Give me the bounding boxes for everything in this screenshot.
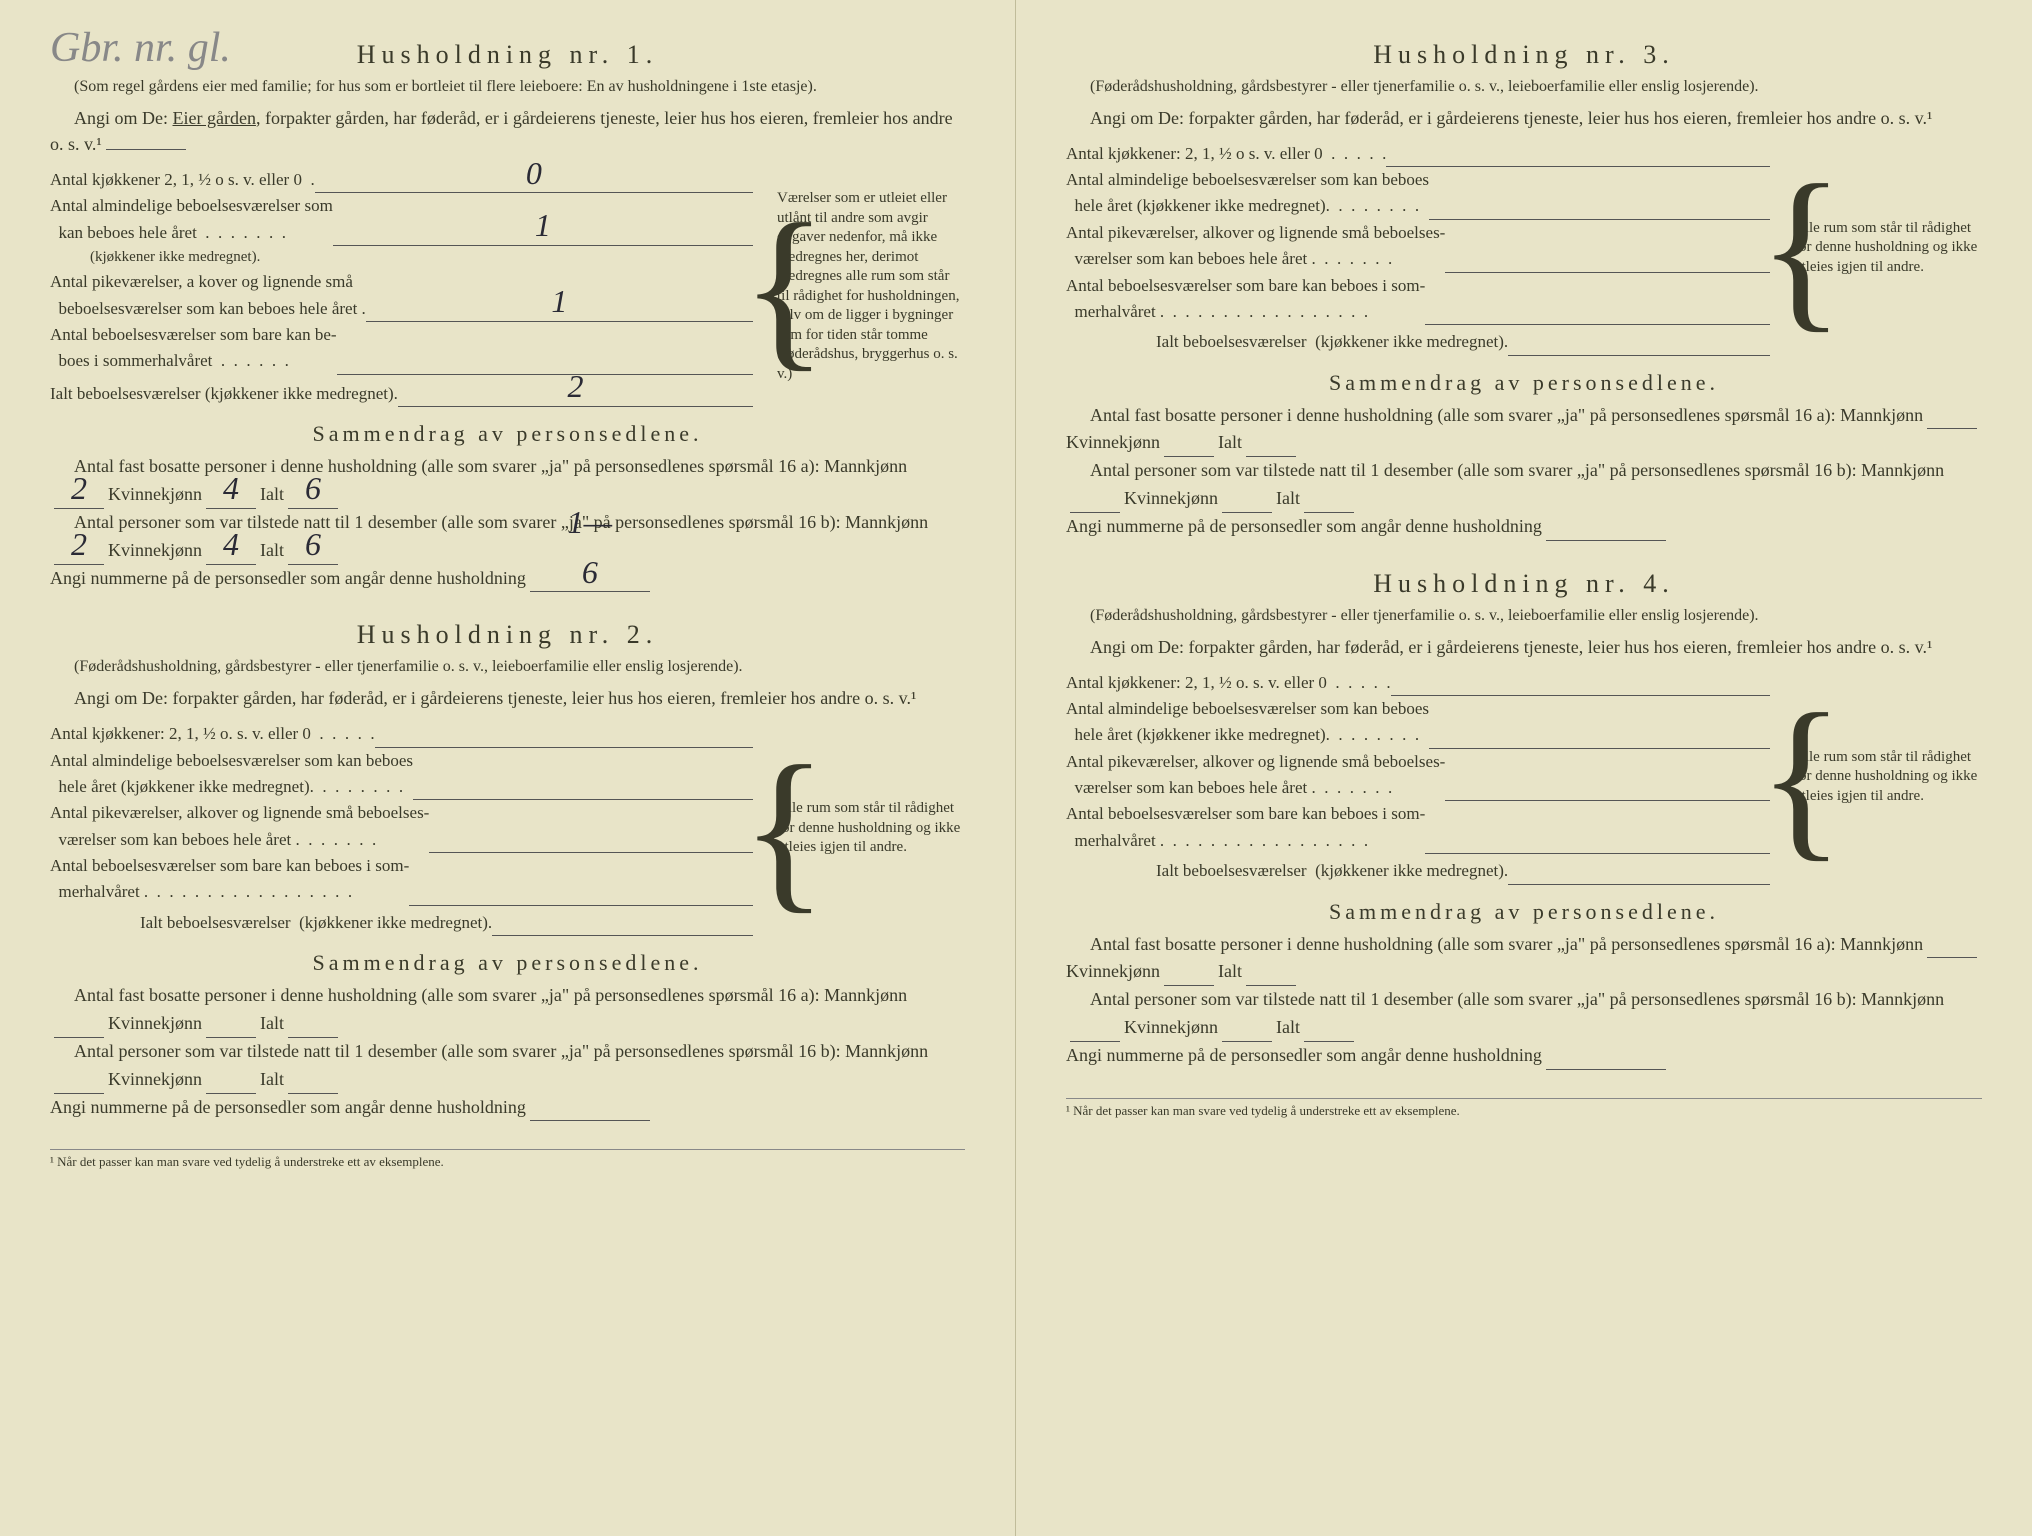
val-k2[interactable]: 4: [206, 546, 256, 565]
household-4-sidebar: { Alle rum som står til rådighet for den…: [1770, 670, 1982, 885]
household-2-subtitle: (Føderådshusholdning, gårdsbestyrer - el…: [50, 656, 965, 678]
household-3-sidebar: { Alle rum som står til rådighet for den…: [1770, 141, 1982, 356]
household-1-instruction: Angi om De: Eier gården, forpakter gårde…: [50, 106, 965, 157]
household-3: Husholdning nr. 3. (Føderådshusholdning,…: [1066, 40, 1982, 541]
household-2-instruction: Angi om De: forpakter gården, har føderå…: [50, 686, 965, 711]
pencil-annotation: Gbr. nr. gl.: [50, 30, 231, 68]
val-k1[interactable]: 4: [206, 490, 256, 509]
household-3-summary-title: Sammendrag av personsedlene.: [1066, 370, 1982, 396]
summary-1a-text: Antal fast bosatte personer i denne hush…: [50, 453, 907, 481]
household-2-fields: Antal kjøkkener: 2, 1, ½ o. s. v. eller …: [50, 721, 753, 936]
household-4-subtitle: (Føderådshusholdning, gårdsbestyrer - el…: [1066, 605, 1982, 627]
household-3-title: Husholdning nr. 3.: [1066, 40, 1982, 70]
footnote-left: ¹ Når det passer kan man svare ved tydel…: [50, 1149, 965, 1170]
val-i2[interactable]: 6: [288, 546, 338, 565]
footnote-right: ¹ Når det passer kan man svare ved tydel…: [1066, 1098, 1982, 1119]
underlined-owner: Eier gården: [173, 108, 256, 128]
numval[interactable]: 1—6: [530, 573, 650, 592]
field-alm-value[interactable]: 1: [333, 227, 753, 246]
field-kjokken-value[interactable]: 0: [315, 174, 753, 193]
household-3-subtitle: (Føderådshusholdning, gårdsbestyrer - el…: [1066, 76, 1982, 98]
summary-numline: Angi nummerne på de personsedler som ang…: [50, 565, 526, 593]
household-3-fields: Antal kjøkkener: 2, 1, ½ o s. v. eller 0…: [1066, 141, 1770, 356]
page-left: Husholdning nr. 1. (Som regel gårdens ei…: [0, 0, 1016, 1536]
household-1-sidebar: { Værelser som er utleiet eller utlånt t…: [753, 167, 965, 407]
field-sommer-value[interactable]: [337, 356, 753, 375]
field-pike-label: Antal pikeværelser, a kover og lignende …: [50, 269, 366, 322]
household-1-summary-title: Sammendrag av personsedlene.: [50, 421, 965, 447]
page-right: Husholdning nr. 3. (Føderådshusholdning,…: [1016, 0, 2032, 1536]
household-2: Husholdning nr. 2. (Føderådshusholdning,…: [50, 620, 965, 1121]
household-2-title: Husholdning nr. 2.: [50, 620, 965, 650]
field-total-label: Ialt beboelsesværelser (kjøkkener ikke m…: [50, 381, 398, 407]
household-4-instruction: Angi om De: forpakter gården, har føderå…: [1066, 635, 1982, 660]
household-4: Husholdning nr. 4. (Føderådshusholdning,…: [1066, 569, 1982, 1070]
household-4-title: Husholdning nr. 4.: [1066, 569, 1982, 599]
household-3-summary: Antal fast bosatte personer i denne hush…: [1066, 402, 1982, 541]
field-kjokken-label: Antal kjøkkener 2, 1, ½ o s. v. eller 0 …: [50, 167, 315, 193]
household-1-subtitle: (Som regel gårdens eier med familie; for…: [50, 76, 965, 98]
household-4-fields: Antal kjøkkener: 2, 1, ½ o. s. v. eller …: [1066, 670, 1770, 885]
household-3-instruction: Angi om De: forpakter gården, har føderå…: [1066, 106, 1982, 131]
val-m2[interactable]: 2: [54, 546, 104, 565]
household-4-summary: Antal fast bosatte personer i denne hush…: [1066, 931, 1982, 1070]
household-1-fields: Antal kjøkkener 2, 1, ½ o s. v. eller 0 …: [50, 167, 753, 407]
household-1-summary: Antal fast bosatte personer i denne hush…: [50, 453, 965, 592]
val-i1[interactable]: 6: [288, 490, 338, 509]
household-2-summary-title: Sammendrag av personsedlene.: [50, 950, 965, 976]
household-1: Husholdning nr. 1. (Som regel gårdens ei…: [50, 40, 965, 592]
summary-1b-text: Antal personer som var tilstede natt til…: [50, 509, 928, 537]
household-2-summary: Antal fast bosatte personer i denne hush…: [50, 982, 965, 1121]
field-total-value[interactable]: 2: [398, 388, 753, 407]
field-alm-label: Antal almindelige beboelsesværelser som …: [50, 193, 333, 246]
val-m1[interactable]: 2: [54, 490, 104, 509]
household-2-sidebar: { Alle rum som står til rådighet for den…: [753, 721, 965, 936]
household-4-summary-title: Sammendrag av personsedlene.: [1066, 899, 1982, 925]
field-sommer-label: Antal beboelsesværelser som bare kan be-…: [50, 322, 337, 375]
field-alm-sublabel: (kjøkkener ikke medregnet).: [50, 246, 753, 269]
field-pike-value[interactable]: 1: [366, 303, 753, 322]
